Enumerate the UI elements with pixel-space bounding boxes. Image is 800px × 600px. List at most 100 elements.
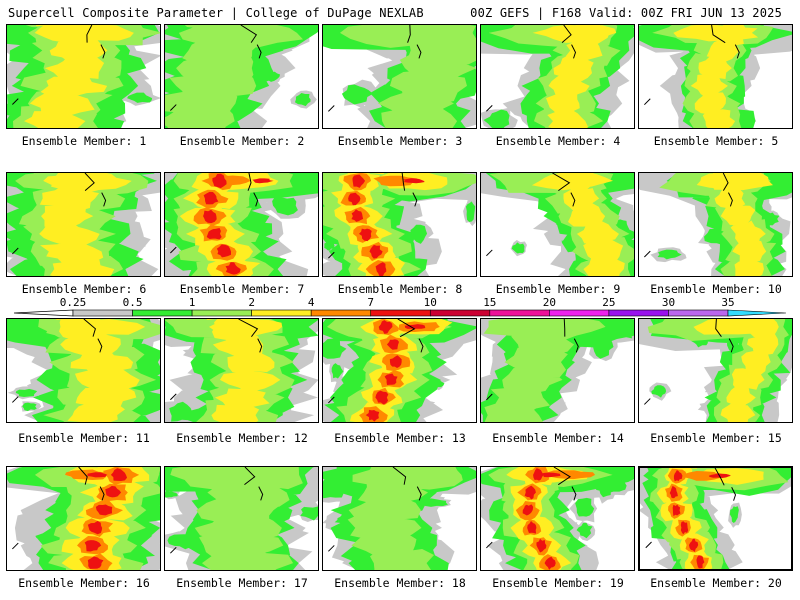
- coastline: [644, 25, 740, 106]
- colorbar-segment: [310, 309, 372, 317]
- scp-contour-fill: [55, 319, 146, 422]
- member-label-11: Ensemble Member: 11: [18, 431, 150, 445]
- member-label-8: Ensemble Member: 8: [337, 282, 463, 296]
- scp-map-16: [7, 467, 160, 570]
- member-panel-1[interactable]: [6, 24, 161, 129]
- member-label-14: Ensemble Member: 14: [492, 431, 624, 445]
- colorbar-segment: [429, 309, 491, 317]
- colorbar-tick-label: 30: [662, 296, 675, 309]
- coastline: [170, 467, 264, 554]
- coastline: [328, 467, 422, 552]
- scp-map-5: [639, 25, 792, 128]
- scp-contour-fill: [656, 468, 764, 569]
- member-panel-2[interactable]: [164, 24, 319, 129]
- member-panel-20[interactable]: [638, 466, 793, 571]
- scp-contour-fill: [673, 25, 759, 128]
- colorbar-tick-label: 25: [602, 296, 615, 309]
- coastline: [328, 25, 422, 112]
- member-label-7: Ensemble Member: 7: [179, 282, 305, 296]
- member-panel-11[interactable]: [6, 318, 161, 423]
- colorbar-segment: [191, 309, 252, 317]
- colorbar-max-arrow: [727, 309, 787, 317]
- scp-map-11: [7, 319, 160, 422]
- member-panel-18[interactable]: [322, 466, 477, 571]
- member-label-2: Ensemble Member: 2: [179, 134, 305, 148]
- colorbar-segment: [251, 309, 312, 317]
- scp-contour-fill: [348, 174, 425, 276]
- coastline: [12, 467, 105, 550]
- scp-map-7: [165, 173, 318, 276]
- colorbar-tick-label: 15: [483, 296, 496, 309]
- coastline: [645, 468, 737, 549]
- scp-contour-fill: [669, 470, 731, 569]
- member-panel-13[interactable]: [322, 318, 477, 423]
- scp-map-10: [639, 173, 792, 276]
- scp-map-4: [481, 25, 634, 128]
- scp-contour-fill: [84, 468, 128, 569]
- colorbar-tick-label: 4: [308, 296, 315, 309]
- colorbar-tick-label: 0.5: [123, 296, 143, 309]
- member-label-16: Ensemble Member: 16: [18, 576, 150, 590]
- member-panel-17[interactable]: [164, 466, 319, 571]
- coastline: [12, 319, 103, 403]
- colorbar-tick-label: 0.25: [60, 296, 87, 309]
- colorbar-tick-label: 10: [424, 296, 437, 309]
- member-panel-6[interactable]: [6, 172, 161, 277]
- scp-map-17: [165, 467, 318, 570]
- coastline: [328, 173, 418, 259]
- member-panel-14[interactable]: [480, 318, 635, 423]
- scp-map-8: [323, 173, 476, 276]
- colorbar-segment: [668, 309, 729, 317]
- scp-contour-fill: [531, 173, 625, 276]
- coastline: [12, 173, 107, 255]
- scp-map-15: [639, 319, 792, 422]
- member-panel-7[interactable]: [164, 172, 319, 277]
- color-scale-bar: 0.25 0.5 1 2 4 7 10 15 20 25 30 35: [13, 296, 787, 317]
- member-label-13: Ensemble Member: 13: [334, 431, 466, 445]
- coastline: [12, 25, 106, 105]
- member-label-12: Ensemble Member: 12: [176, 431, 308, 445]
- coastline: [486, 319, 579, 401]
- member-panel-19[interactable]: [480, 466, 635, 571]
- member-panel-4[interactable]: [480, 24, 635, 129]
- scp-map-6: [7, 173, 160, 276]
- colorbar-segment: [489, 309, 550, 317]
- member-label-9: Ensemble Member: 9: [495, 282, 621, 296]
- valid-time: 00Z GEFS | F168 Valid: 00Z FRI JUN 13 20…: [470, 6, 782, 20]
- member-label-6: Ensemble Member: 6: [21, 282, 147, 296]
- colorbar-segment: [132, 309, 193, 317]
- scp-contour-fill: [23, 25, 134, 128]
- scp-contour-fill: [693, 319, 779, 422]
- member-panel-10[interactable]: [638, 172, 793, 277]
- member-panel-9[interactable]: [480, 172, 635, 277]
- scp-map-19: [481, 467, 634, 570]
- member-label-4: Ensemble Member: 4: [495, 134, 621, 148]
- scp-contour-fill: [522, 468, 561, 570]
- member-panel-16[interactable]: [6, 466, 161, 571]
- scp-contour-fill: [696, 173, 773, 276]
- scp-map-1: [7, 25, 160, 128]
- scp-contour-fill: [365, 320, 426, 422]
- member-label-19: Ensemble Member: 19: [492, 576, 624, 590]
- scp-map-20: [640, 468, 791, 569]
- member-panel-5[interactable]: [638, 24, 793, 129]
- coastline: [170, 25, 262, 111]
- colorbar-segment: [370, 309, 431, 317]
- colorbar-tick-label: 1: [189, 296, 196, 309]
- scp-contour-fill: [347, 467, 463, 570]
- colorbar-tick-label: 7: [367, 296, 374, 309]
- scp-map-3: [323, 25, 476, 128]
- member-panel-12[interactable]: [164, 318, 319, 423]
- member-label-1: Ensemble Member: 1: [21, 134, 147, 148]
- member-label-10: Ensemble Member: 10: [650, 282, 782, 296]
- colorbar-segment: [608, 309, 669, 317]
- member-panel-15[interactable]: [638, 318, 793, 423]
- colorbar-tick-label: 35: [721, 296, 734, 309]
- coastline: [170, 173, 259, 254]
- scp-map-14: [481, 319, 634, 422]
- scp-map-12: [165, 319, 318, 422]
- member-panel-8[interactable]: [322, 172, 477, 277]
- member-label-17: Ensemble Member: 17: [176, 576, 308, 590]
- coastline: [486, 173, 576, 257]
- member-panel-3[interactable]: [322, 24, 477, 129]
